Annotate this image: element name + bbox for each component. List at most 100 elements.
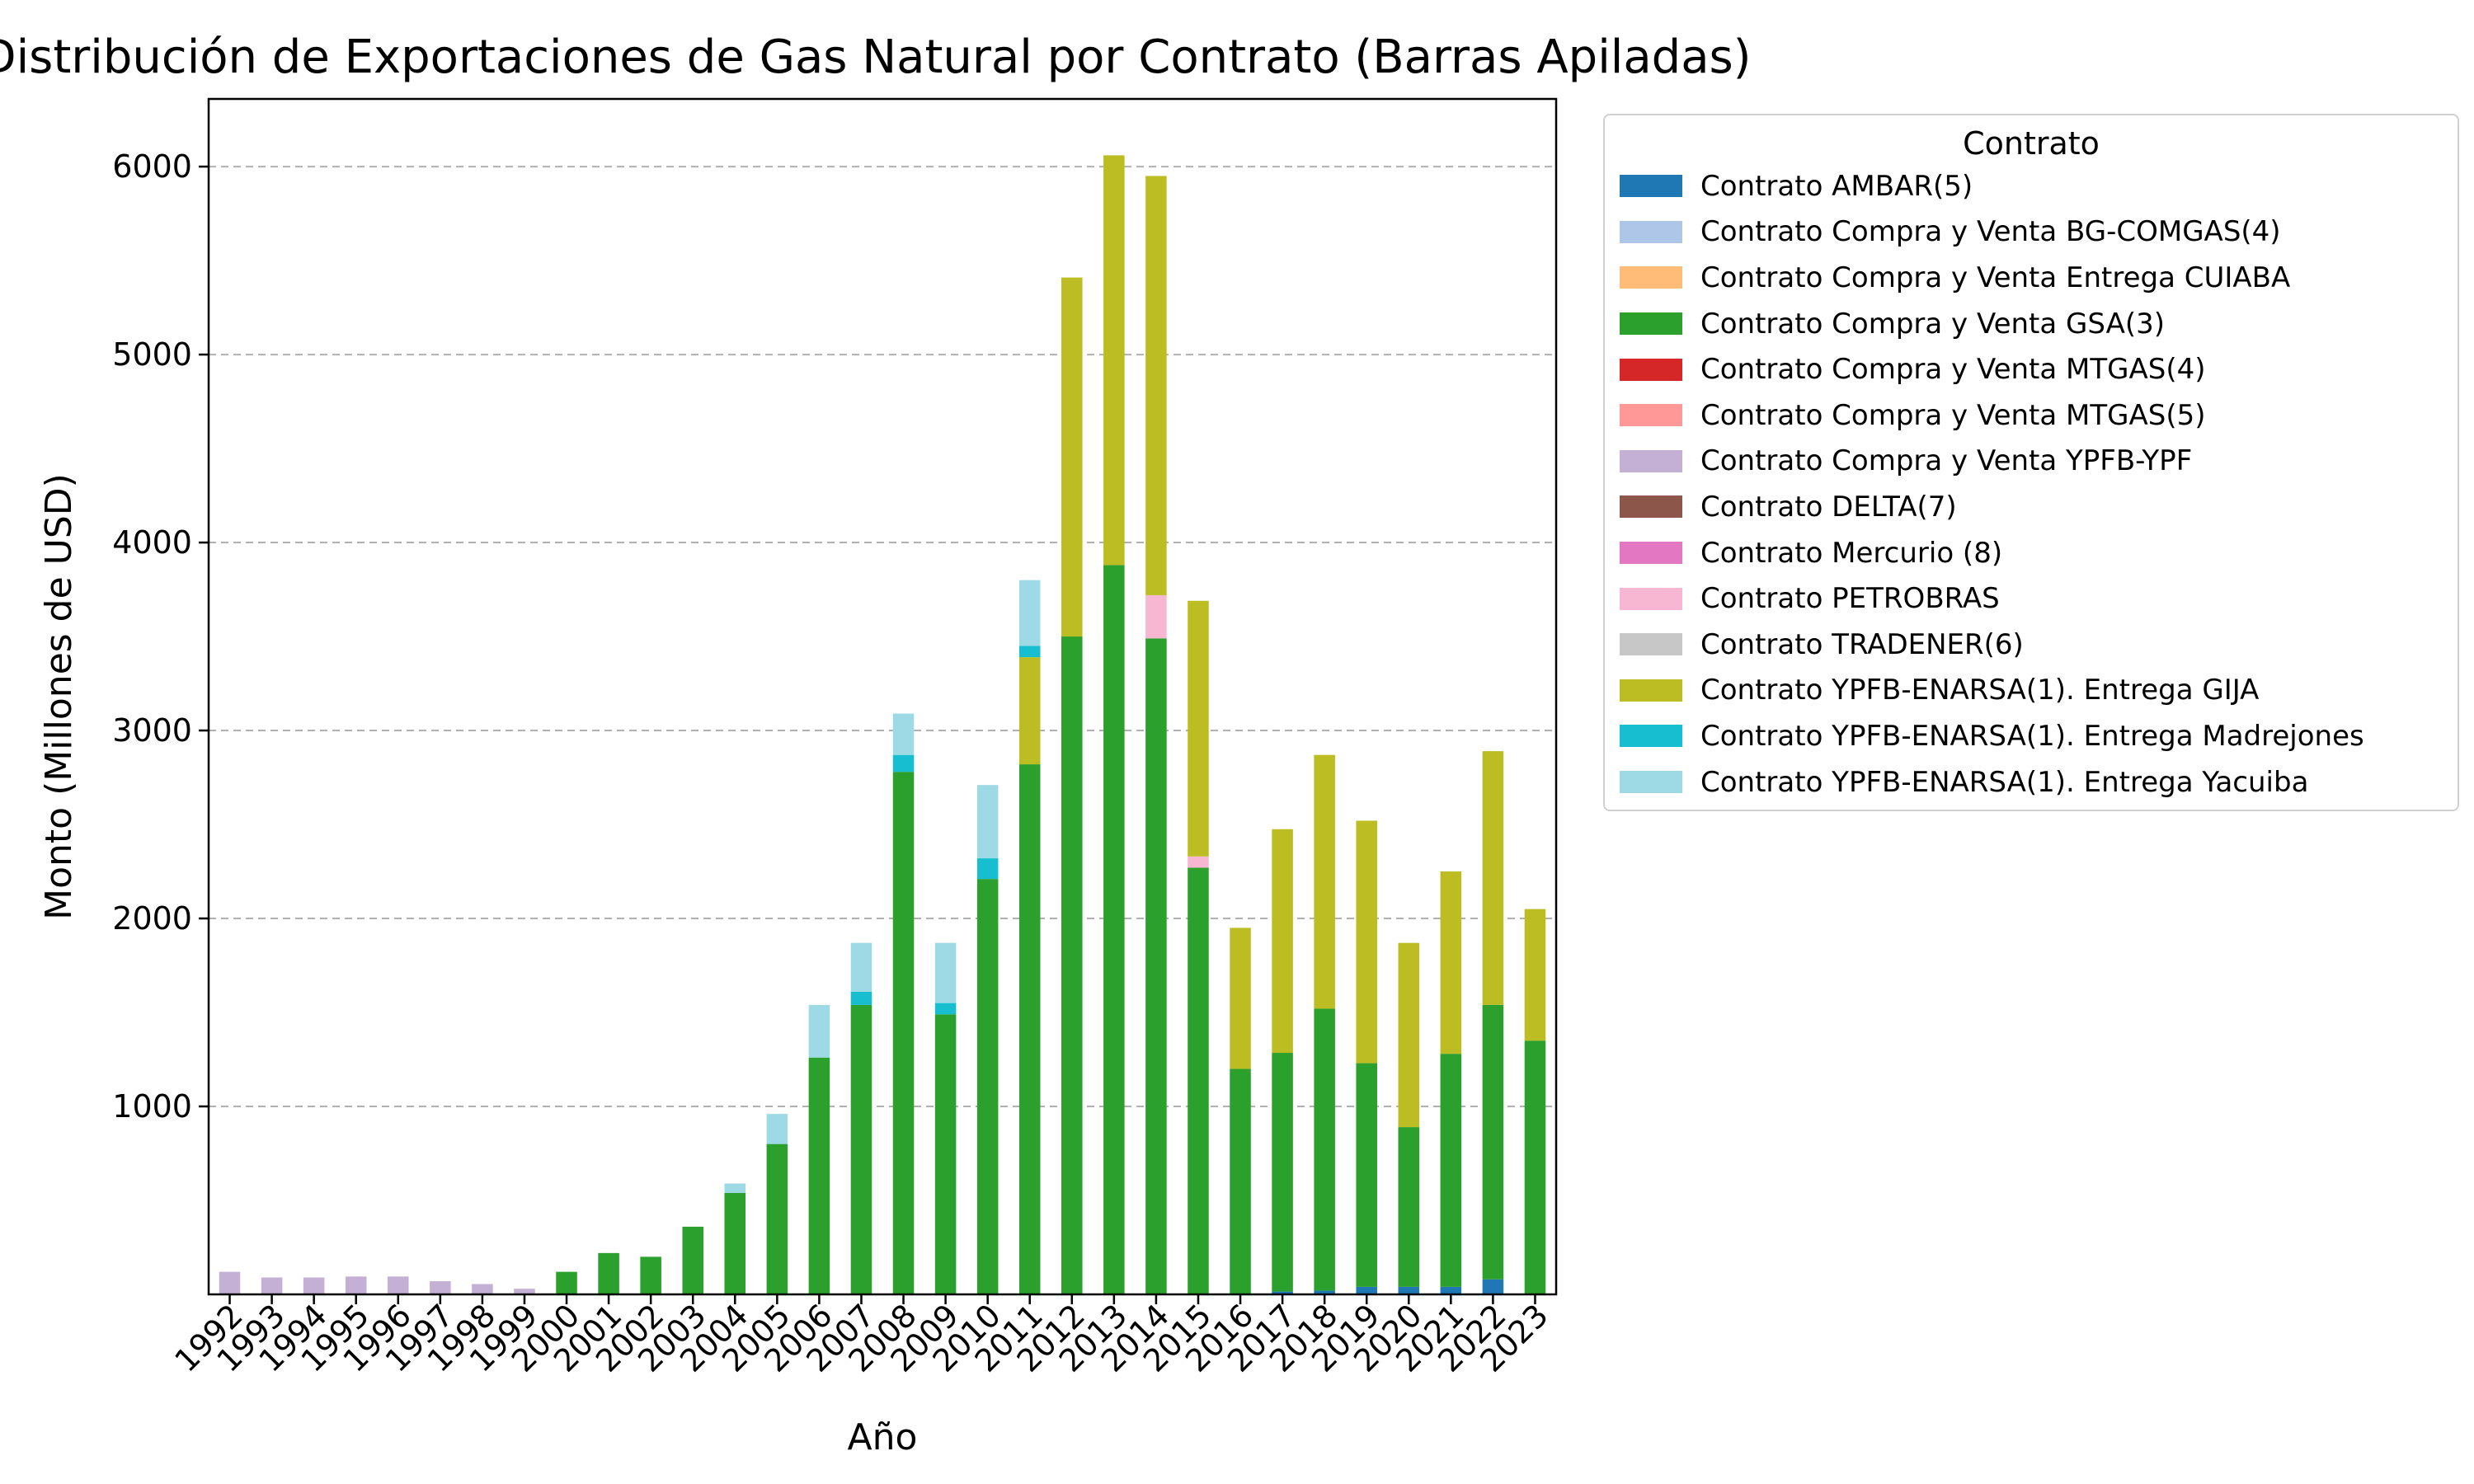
bar-segment [1440,1054,1462,1287]
y-tick-label: 6000 [112,148,192,185]
legend-label: Contrato TRADENER(6) [1700,627,2024,661]
bar-segment [1103,155,1125,566]
legend-swatch [1620,495,1682,519]
bar-segment [1018,580,1041,646]
y-tick-label: 1000 [112,1088,192,1125]
legend-swatch [1620,679,1682,702]
y-tick-label: 2000 [112,900,192,937]
legend-item: Contrato TRADENER(6) [1620,622,2449,668]
bar-segment [850,1004,872,1294]
bar-segment [345,1276,367,1294]
legend-label: Contrato Compra y Venta YPFB-YPF [1700,444,2193,478]
legend-item: Contrato Compra y Venta YPFB-YPF [1620,439,2449,485]
legend-swatch [1620,175,1682,198]
legend-item: Contrato YPFB-ENARSA(1). Entrega GIJA [1620,668,2449,714]
bar-segment [892,772,915,1294]
legend-item: Contrato YPFB-ENARSA(1). Entrega Madrejo… [1620,713,2449,759]
legend-swatch [1620,220,1682,243]
legend-label: Contrato Compra y Venta MTGAS(4) [1700,353,2206,387]
legend-item: Contrato DELTA(7) [1620,484,2449,530]
legend-item: Contrato PETROBRAS [1620,575,2449,622]
bar-segment [1482,1004,1504,1280]
bar-segment [1524,909,1546,1041]
bar-segment [303,1277,325,1294]
bar-segment [1398,1286,1420,1294]
bar-segment [1018,657,1041,765]
bar-segment [219,1271,241,1294]
legend-swatch [1620,358,1682,381]
chart-title: Distribución de Exportaciones de Gas Nat… [0,31,1752,84]
legend-swatch [1620,725,1682,748]
y-axis-label: Monto (Millones de USD) [38,473,80,920]
bar-segment [682,1226,703,1294]
legend-swatch [1620,633,1682,656]
bar-segment [261,1277,283,1294]
bar-segment [1272,1291,1293,1294]
bar-segment [388,1276,409,1294]
legend-label: Contrato Mercurio (8) [1700,536,2003,570]
bar-segment [1356,820,1377,1064]
legend-swatch [1620,404,1682,427]
legend-item: Contrato Compra y Venta Entrega CUIABA [1620,255,2449,301]
legend-swatch [1620,771,1682,794]
bar-segment [1145,638,1167,1294]
legend-label: Contrato PETROBRAS [1700,582,2000,616]
bar-segment [556,1271,577,1294]
bar-segment [934,1003,957,1015]
legend-item: Contrato AMBAR(5) [1620,163,2449,209]
bar-segment [1145,176,1167,595]
bar-segment [976,785,999,859]
bar-segment [1018,764,1041,1294]
bar-segment [892,713,915,755]
legend-item: Contrato Compra y Venta MTGAS(5) [1620,392,2449,439]
plot-frame [207,97,1558,1296]
bar-segment [1440,1286,1462,1294]
bar-segment [1188,867,1209,1294]
bar-segment [1188,856,1209,868]
bar-segment [766,1144,788,1294]
y-tick-label: 5000 [112,336,192,373]
bar-segment [808,1004,830,1058]
legend-item: Contrato Compra y Venta GSA(3) [1620,301,2449,347]
legend-label: Contrato AMBAR(5) [1700,169,1973,203]
legend-label: Contrato YPFB-ENARSA(1). Entrega GIJA [1700,674,2260,707]
bar-segment [430,1281,451,1294]
bar-segment [1272,829,1293,1054]
bar-segment [766,1114,788,1144]
bar-segment [1314,1008,1335,1291]
bar-segment [1482,1279,1504,1294]
bar-segment [1188,600,1209,857]
bar-segment [1018,646,1041,658]
bar-segment [724,1183,746,1193]
legend-list: Contrato AMBAR(5) Contrato Compra y Venta… [1620,163,2449,805]
bar-segment [808,1057,830,1294]
bar-segment [1482,751,1504,1005]
bar-segment [1103,565,1125,1294]
bar-segment [472,1284,493,1294]
bar-segment [514,1289,535,1294]
legend-label: Contrato YPFB-ENARSA(1). Entrega Madrejo… [1700,719,2364,753]
legend-swatch [1620,449,1682,472]
bar-segment [1230,1068,1251,1294]
y-tick-label: 3000 [112,712,192,749]
bar-segment [1272,1053,1293,1292]
bar-segment [976,879,999,1294]
legend-item: Contrato YPFB-ENARSA(1). Entrega Yacuiba [1620,759,2449,805]
bar-segment [1061,636,1083,1294]
legend-swatch [1620,542,1682,565]
bar-segment [1356,1286,1377,1294]
bar-segment [598,1252,619,1294]
bar-segment [934,942,957,1003]
legend-label: Contrato Compra y Venta MTGAS(5) [1700,398,2206,432]
bar-segment [1230,928,1251,1069]
bar-segment [892,754,915,773]
legend-label: Contrato Compra y Venta GSA(3) [1700,307,2166,340]
bar-segment [1524,1040,1546,1294]
legend-label: Contrato Compra y Venta BG-COMGAS(4) [1700,215,2281,249]
bar-segment [1398,942,1420,1128]
legend-title: Contrato [1963,125,2100,162]
gridlines [209,166,1556,1108]
legend-item: Contrato Mercurio (8) [1620,530,2449,576]
y-axis: 1000 2000 3000 4000 5000 6000 [112,148,209,1125]
